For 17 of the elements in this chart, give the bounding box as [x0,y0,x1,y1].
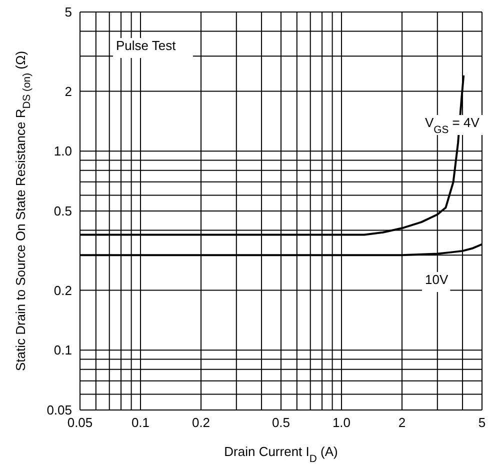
annotation: V$_{GS}$ = 4V [425,115,480,136]
y-tick-label: 0.05 [46,402,72,418]
y-tick-label: 0.5 [54,204,72,219]
x-axis-title: Drain Current I$_{D}$ (A) [224,444,338,464]
x-tick-label: 1.0 [332,415,351,430]
annotation: 10V [425,272,448,287]
y-tick-label: 1.0 [54,144,72,159]
annotation: Pulse Test [116,38,176,53]
x-tick-label: 0.1 [131,415,150,430]
y-tick-label: 0.1 [54,342,72,358]
y-tick-label: 0.2 [54,282,72,298]
x-tick-label: 0.2 [192,415,210,430]
x-tick-label: 0.5 [272,415,290,430]
x-tick-label: 5 [478,415,486,430]
x-tick-label: 2 [398,415,406,430]
y-tick-label: 2 [64,84,72,99]
y-tick-label: 5 [64,4,72,20]
